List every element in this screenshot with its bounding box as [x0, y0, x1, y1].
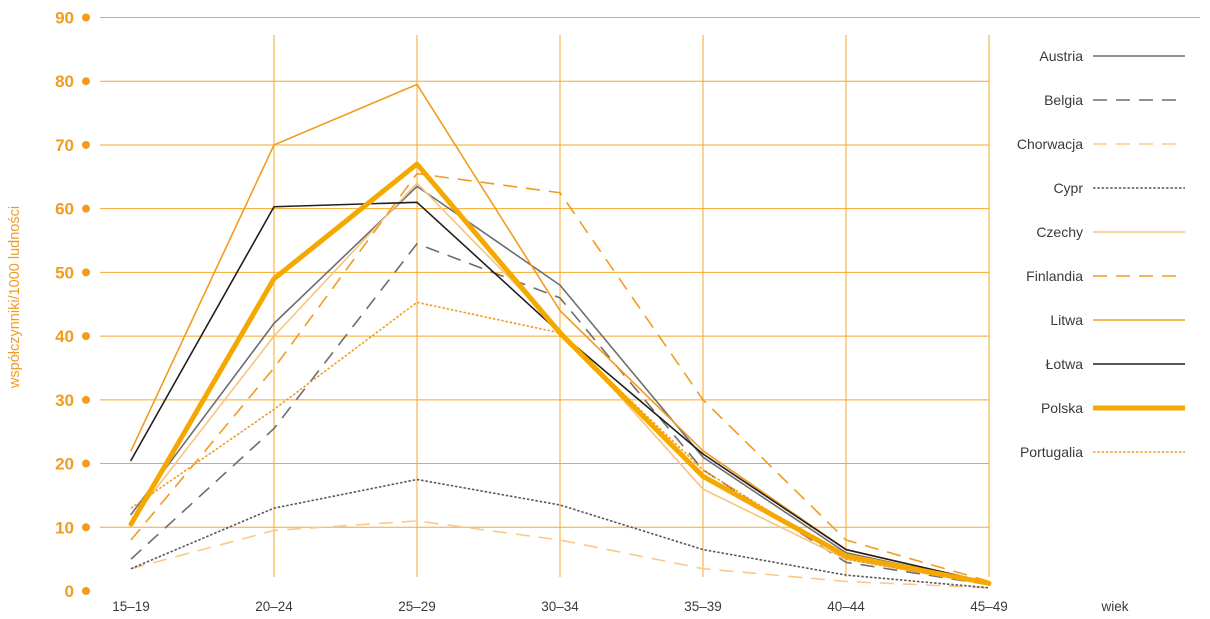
y-tick-label: 60 [55, 200, 74, 219]
series-line-portugalia [130, 301, 990, 586]
y-tick-dot [82, 587, 90, 595]
series-line-austria [130, 185, 990, 585]
y-tick-label: 30 [55, 391, 74, 410]
y-tick-dot [82, 268, 90, 277]
legend-item-lotwa: Łotwa [1046, 356, 1185, 372]
legend-item-czechy: Czechy [1036, 224, 1185, 240]
legend-label: Czechy [1036, 224, 1083, 240]
y-tick-dot [82, 332, 90, 341]
legend-label: Cypr [1053, 180, 1083, 196]
legend-item-finlandia: Finlandia [1026, 268, 1185, 284]
x-axis: wiek 15–19 20–24 25–29 30–34 35–39 40–44 45–49 [112, 599, 1129, 614]
legend-item-chorwacja: Chorwacja [1017, 136, 1185, 152]
legend-label: Portugalia [1020, 444, 1083, 460]
x-tick-label: 25–29 [398, 599, 436, 614]
legend: Austria Belgia Chorwacja Cypr Czechy Finlandi… [1017, 48, 1185, 460]
y-tick-dot [82, 523, 90, 532]
legend-label: Litwa [1050, 312, 1083, 328]
legend-item-belgia: Belgia [1044, 92, 1185, 108]
legend-label: Belgia [1044, 92, 1083, 108]
y-tick-dot [82, 395, 90, 404]
y-tick-dot [82, 140, 90, 149]
y-tick-label: 90 [55, 9, 74, 28]
series-lines [128, 83, 992, 589]
legend-label: Polska [1041, 400, 1083, 416]
x-tick-label: 45–49 [970, 599, 1008, 614]
x-tick-label: 40–44 [827, 599, 865, 614]
y-axis: współczynniki/1000 ludności 0 10 20 30 40 50 6… [7, 9, 90, 601]
y-tick-dot [82, 459, 90, 468]
legend-label: Chorwacja [1017, 136, 1083, 152]
y-tick-label: 0 [65, 582, 74, 601]
y-tick-label: 20 [55, 455, 74, 474]
legend-item-portugalia: Portugalia [1020, 444, 1185, 460]
y-tick-dot [82, 77, 90, 86]
grid [100, 17, 1200, 577]
legend-item-litwa: Litwa [1050, 312, 1185, 328]
x-tick-label: 20–24 [255, 599, 293, 614]
series-line-cypr [130, 478, 990, 589]
x-tick-label: 35–39 [684, 599, 722, 614]
legend-item-cypr: Cypr [1053, 180, 1185, 196]
y-tick-label: 40 [55, 327, 74, 346]
x-tick-label: 15–19 [112, 599, 150, 614]
legend-label: Finlandia [1026, 268, 1083, 284]
y-tick-label: 70 [55, 136, 74, 155]
series-line-chorwacja [130, 520, 990, 589]
series-line-belgia [130, 242, 990, 586]
y-tick-label: 80 [55, 72, 74, 91]
legend-label: Austria [1039, 48, 1083, 64]
x-axis-title: wiek [1100, 599, 1128, 614]
y-axis-title: współczynniki/1000 ludności [7, 206, 23, 389]
series-line-polska [128, 161, 992, 586]
y-tick-label: 10 [55, 518, 74, 537]
y-tick-label: 50 [55, 263, 74, 282]
x-tick-label: 30–34 [541, 599, 579, 614]
series-line-finlandia [130, 172, 990, 583]
legend-item-austria: Austria [1039, 48, 1185, 64]
legend-label: Łotwa [1046, 356, 1084, 372]
legend-item-polska: Polska [1041, 400, 1185, 416]
y-tick-dot [82, 204, 90, 213]
y-tick-dot [82, 13, 90, 22]
